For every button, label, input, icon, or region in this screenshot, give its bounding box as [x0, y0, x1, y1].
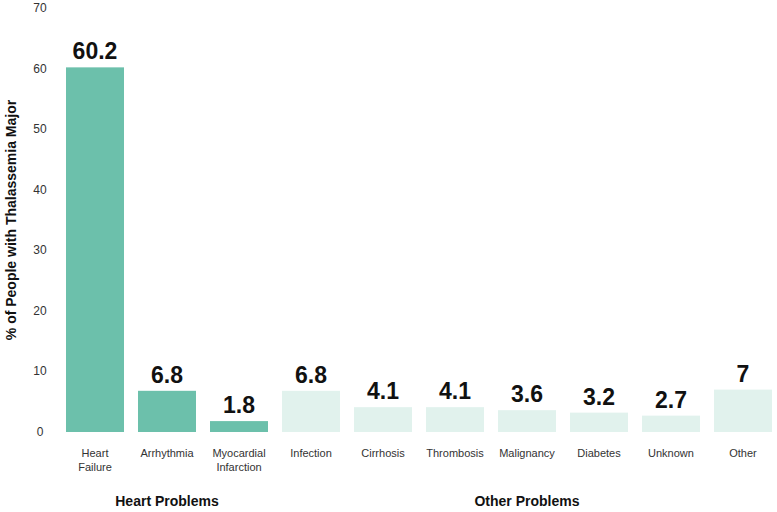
data-label: 3.2 — [583, 384, 615, 410]
x-tick-label: Unknown — [648, 447, 694, 459]
y-tick-label: 30 — [33, 243, 47, 257]
bar — [210, 421, 268, 432]
data-label: 60.2 — [73, 38, 118, 64]
x-tick-label: Other — [729, 447, 757, 459]
y-tick-label: 60 — [33, 62, 47, 76]
data-label: 6.8 — [151, 362, 183, 388]
x-tick-label: Infection — [290, 447, 332, 459]
x-tick-label: MyocardialInfarction — [212, 447, 265, 473]
bar — [570, 413, 628, 432]
data-label: 7 — [737, 361, 750, 387]
bar — [426, 407, 484, 432]
bar — [354, 407, 412, 432]
bar — [282, 391, 340, 432]
y-tick-label: 10 — [33, 364, 47, 378]
y-axis-label: % of People with Thalassemia Major — [3, 99, 19, 340]
bar — [714, 390, 772, 432]
x-tick-label: Diabetes — [577, 447, 621, 459]
y-tick-label: 0 — [37, 425, 44, 439]
group-label: Heart Problems — [115, 493, 219, 509]
data-label: 4.1 — [439, 378, 471, 404]
group-label: Other Problems — [474, 493, 579, 509]
bar — [66, 67, 124, 432]
bar — [498, 410, 556, 432]
bars — [66, 67, 772, 432]
chart: % of People with Thalassemia Major 0 10 20 3… — [0, 0, 777, 512]
y-tick-label: 40 — [33, 183, 47, 197]
chart-container: % of People with Thalassemia Major 0 10 20 3… — [0, 0, 777, 512]
bar — [138, 391, 196, 432]
y-ticks: 0 10 20 30 40 50 60 70 — [33, 1, 47, 439]
data-label: 2.7 — [655, 387, 687, 413]
data-label: 3.6 — [511, 381, 543, 407]
y-tick-label: 50 — [33, 122, 47, 136]
labels: 60.2 HeartFailure 6.8 Arrhythmia 1.8 Myocardi… — [73, 38, 757, 473]
x-tick-label: HeartFailure — [78, 447, 112, 473]
data-label: 1.8 — [223, 392, 255, 418]
data-label: 4.1 — [367, 378, 399, 404]
data-label: 6.8 — [295, 362, 327, 388]
bar — [642, 416, 700, 432]
x-tick-label: Malignancy — [499, 447, 555, 459]
x-tick-label: Arrhythmia — [140, 447, 194, 459]
x-tick-label: Thrombosis — [426, 447, 484, 459]
x-tick-label: Cirrhosis — [361, 447, 405, 459]
y-tick-label: 70 — [33, 1, 47, 15]
y-tick-label: 20 — [33, 304, 47, 318]
